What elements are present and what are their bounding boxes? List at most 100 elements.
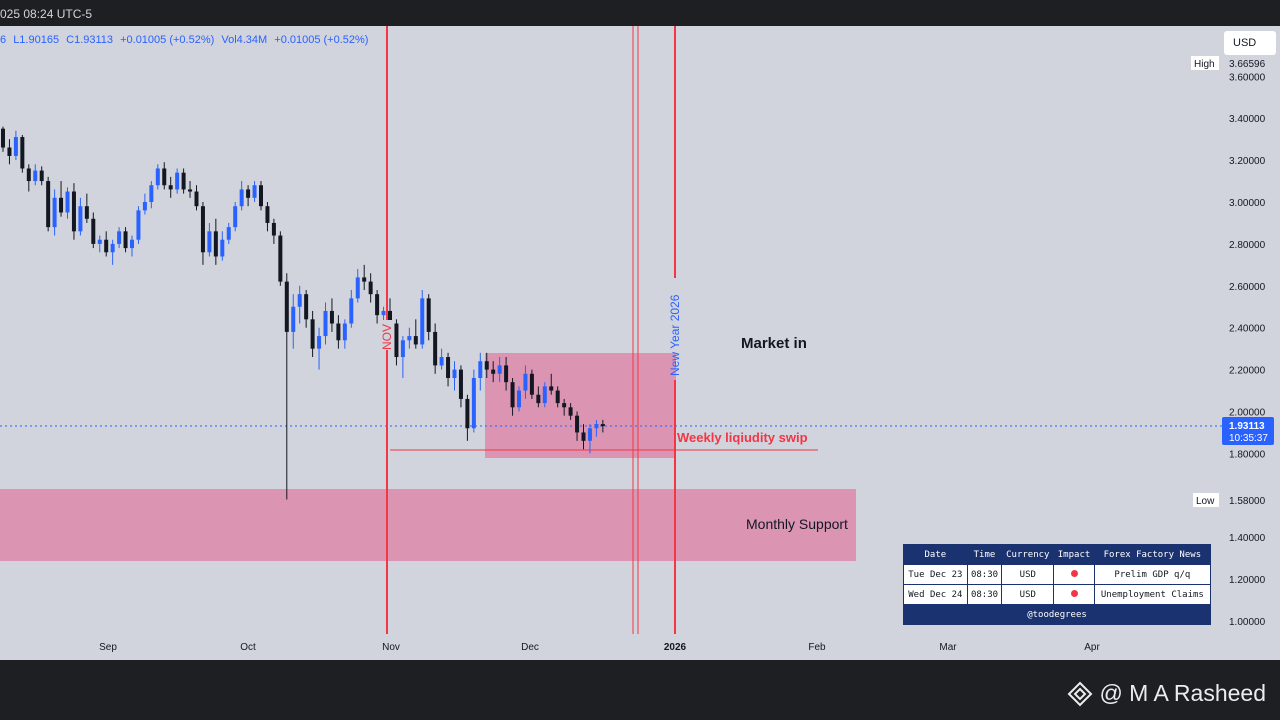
market-in-label: Market in <box>741 335 807 352</box>
price-tick: 2.00000 <box>1229 408 1266 419</box>
time-tick: Oct <box>240 642 256 653</box>
candle <box>342 319 347 349</box>
candle <box>1 126 5 152</box>
candle <box>284 273 289 500</box>
candle <box>271 218 276 244</box>
candle <box>194 185 199 211</box>
candle <box>207 222 212 257</box>
candle <box>13 130 18 161</box>
candle <box>529 369 534 399</box>
candle <box>517 386 521 412</box>
candle <box>471 369 476 433</box>
candle <box>510 377 515 416</box>
candle <box>329 298 334 332</box>
price-tick: 3.60000 <box>1229 72 1266 83</box>
candle <box>117 227 122 249</box>
currency-button[interactable]: USD <box>1224 31 1276 55</box>
legend-volume-change: +0.01005 (+0.52%) <box>274 34 369 46</box>
news-time: 08:30 <box>966 564 1003 585</box>
price-tick: 3.40000 <box>1229 114 1266 125</box>
news-impact <box>1053 584 1095 605</box>
table-row: Tue Dec 23 08:30 USD Prelim GDP q/q <box>903 564 1212 585</box>
candle <box>226 222 231 244</box>
news-title: Prelim GDP q/q <box>1093 564 1212 585</box>
high-label: High <box>1194 59 1215 70</box>
news-impact <box>1053 564 1095 585</box>
candle <box>7 139 12 165</box>
news-header-date: Date <box>903 544 968 565</box>
candle <box>46 176 51 232</box>
candle <box>200 202 205 265</box>
candle <box>181 168 186 194</box>
candle <box>420 289 425 349</box>
candle <box>149 181 154 209</box>
candle <box>407 327 412 349</box>
candle <box>168 176 173 198</box>
low-value: 1.58000 <box>1229 496 1266 507</box>
candle <box>491 361 496 383</box>
forex-news-table: Date Time Currency Impact Forex Factory … <box>903 544 1212 625</box>
new-year-label: New Year 2026 <box>668 294 682 376</box>
nov-label: NOV <box>380 324 394 350</box>
candle <box>355 269 360 303</box>
candle <box>104 231 109 257</box>
monthly-support-zone <box>0 489 856 561</box>
candle <box>536 386 541 408</box>
news-header-impact: Impact <box>1053 544 1095 565</box>
candle <box>504 357 509 391</box>
candle <box>59 181 64 217</box>
high-impact-dot-icon <box>1070 569 1078 577</box>
candle <box>162 162 167 190</box>
candle <box>310 310 315 358</box>
candle <box>136 206 141 244</box>
legend-prefix: 6 <box>0 34 7 46</box>
candle <box>439 348 444 370</box>
low-label: Low <box>1196 496 1215 507</box>
time-tick: Sep <box>99 642 117 653</box>
time-tick: 2026 <box>664 642 687 653</box>
monthly-support-label: Monthly Support <box>746 516 848 532</box>
candle <box>78 197 83 236</box>
candle <box>26 164 31 192</box>
candle <box>317 327 322 370</box>
candle <box>600 419 605 433</box>
current-price-value: 1.93113 <box>1229 421 1265 432</box>
candle <box>349 289 354 328</box>
news-header-row: Date Time Currency Impact Forex Factory … <box>903 544 1212 565</box>
price-tick: 2.40000 <box>1229 324 1266 335</box>
price-chart[interactable]: NOV New Year 2026 Market in Weekly liqiu… <box>0 26 1280 660</box>
candle <box>362 264 367 290</box>
chart-datetime: 025 08:24 UTC-5 <box>0 7 93 21</box>
countdown-timer: 10:35:37 <box>1229 433 1268 444</box>
nov-label-bg <box>380 320 394 350</box>
ohlc-legend: 6 L1.90165 C1.93113 +0.01005 (+0.52%) Vo… <box>0 34 372 46</box>
high-marker: High 3.66596 <box>1191 56 1266 70</box>
candle <box>123 227 128 253</box>
candle <box>452 361 457 391</box>
price-tick: 1.20000 <box>1229 575 1266 586</box>
table-row: Wed Dec 24 08:30 USD Unemployment Claims <box>903 584 1212 605</box>
candle <box>91 212 96 249</box>
news-header-currency: Currency <box>1001 544 1055 565</box>
price-tick: 2.60000 <box>1229 282 1266 293</box>
candle <box>213 218 218 265</box>
candle <box>549 373 554 395</box>
high-value: 3.66596 <box>1229 59 1266 70</box>
time-tick: Nov <box>382 642 400 653</box>
candle <box>413 319 418 349</box>
chart-area[interactable]: NOV New Year 2026 Market in Weekly liqiu… <box>0 26 1280 660</box>
candle <box>497 357 502 383</box>
price-tick: 1.00000 <box>1229 617 1266 628</box>
candle <box>426 294 431 341</box>
news-header-time: Time <box>966 544 1003 565</box>
candle <box>297 285 302 324</box>
candle <box>575 411 580 441</box>
news-header-title: Forex Factory News <box>1093 544 1212 565</box>
candle <box>155 164 160 190</box>
legend-close: C1.93113 <box>66 34 114 46</box>
candle <box>246 185 251 207</box>
candle <box>259 181 263 211</box>
candle <box>562 398 567 416</box>
candle <box>110 239 115 265</box>
news-credit-row: @toodegrees <box>903 604 1211 625</box>
